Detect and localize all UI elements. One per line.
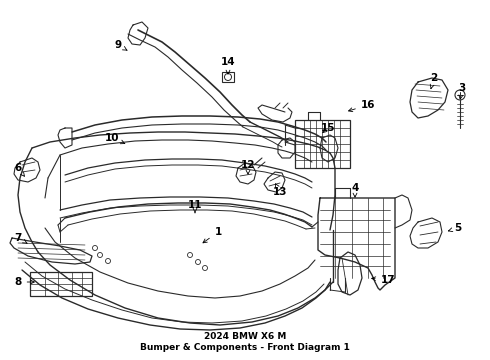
Text: 11: 11	[188, 200, 202, 213]
Text: 1: 1	[203, 227, 221, 243]
Text: 9: 9	[115, 40, 127, 50]
Text: 15: 15	[321, 123, 335, 133]
Text: 3: 3	[458, 83, 466, 99]
Text: 13: 13	[273, 184, 287, 197]
Text: 16: 16	[348, 100, 375, 112]
Text: 12: 12	[241, 160, 255, 174]
Text: 8: 8	[14, 277, 34, 287]
Text: 2: 2	[430, 73, 438, 89]
Text: 14: 14	[220, 57, 235, 74]
Bar	[30, 272, 92, 296]
Text: 5: 5	[448, 223, 462, 233]
Text: 17: 17	[372, 275, 395, 285]
Text: 6: 6	[14, 163, 24, 176]
Text: 4: 4	[351, 183, 359, 197]
Bar	[222, 72, 234, 82]
Bar	[295, 120, 350, 168]
Text: 7: 7	[14, 233, 27, 243]
Text: 10: 10	[105, 133, 125, 144]
Text: 2024 BMW X6 M
Bumper & Components - Front Diagram 1: 2024 BMW X6 M Bumper & Components - Fron…	[140, 332, 350, 352]
